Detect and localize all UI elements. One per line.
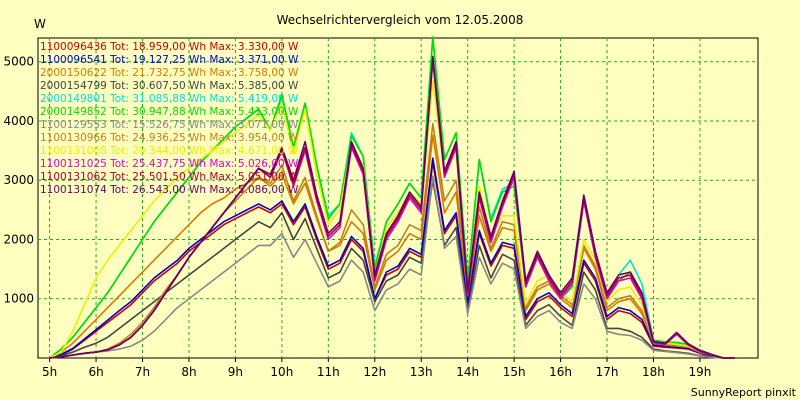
x-tick-label: 14h — [456, 365, 479, 379]
legend-entry-2000154799: 2000154799 Tot: 30.607,50 Wh Max: 5.385,… — [40, 80, 299, 92]
chart-title: Wechselrichtervergleich vom 12.05.2008 — [277, 13, 524, 27]
series-line-1100096436 — [49, 161, 735, 359]
x-tick-label: 8h — [181, 365, 196, 379]
x-tick-label: 18h — [642, 365, 665, 379]
y-tick-label: 1000 — [3, 292, 34, 306]
legend-entry-1100131062: 1100131062 Tot: 25.501,50 Wh Max: 5.051,… — [40, 171, 299, 183]
x-tick-label: 11h — [317, 365, 340, 379]
x-tick-label: 6h — [88, 365, 103, 379]
series-line-1100130966 — [49, 122, 735, 359]
x-tick-label: 16h — [549, 365, 572, 379]
legend-entry-1100131008: 1100131008 Tot: 29.344,00 Wh Max: 4.671,… — [40, 145, 299, 157]
legend-entry-1100096436: 1100096436 Tot: 18.959,00 Wh Max: 3.330,… — [40, 41, 299, 53]
x-tick-label: 19h — [688, 365, 711, 379]
series-line-1100129553 — [49, 175, 735, 359]
series-line-2000149852 — [49, 36, 735, 359]
x-tick-label: 5h — [42, 365, 57, 379]
x-tick-label: 17h — [596, 365, 619, 379]
legend-entry-1100129553: 1100129553 Tot: 15.526,75 Wh Max: 3.071,… — [40, 119, 299, 131]
x-tick-label: 7h — [135, 365, 150, 379]
x-tick-label: 15h — [503, 365, 526, 379]
x-tick-label: 13h — [410, 365, 433, 379]
x-tick-label: 10h — [270, 365, 293, 379]
series-line-1100096541 — [49, 157, 735, 359]
legend-entry-1100131025: 1100131025 Tot: 25.437,75 Wh Max: 5.026,… — [40, 158, 299, 170]
legend-entry-1100131074: 1100131074 Tot: 26.543,00 Wh Max: 5.086,… — [40, 184, 299, 196]
legend-entry-1100096541: 1100096541 Tot: 19.127,25 Wh Max: 3.371,… — [40, 54, 299, 66]
legend-entry-2000150622: 2000150622 Tot: 21.732,75 Wh Max: 3.758,… — [40, 67, 299, 79]
series-line-1100131074 — [49, 55, 735, 359]
y-tick-label: 4000 — [3, 114, 34, 128]
legend-entry-2000149852: 2000149852 Tot: 30.947,88 Wh Max: 5.413,… — [40, 106, 299, 118]
y-tick-label: 3000 — [3, 173, 34, 187]
legend-entry-2000149801: 2000149801 Tot: 31.085,88 Wh Max: 5.419,… — [40, 93, 299, 105]
series-line-2000150622 — [49, 134, 735, 359]
y-axis-label: W — [34, 17, 46, 31]
y-tick-label: 5000 — [3, 55, 34, 69]
y-tick-label: 2000 — [3, 232, 34, 246]
x-tick-label: 12h — [363, 365, 386, 379]
series-line-1100131008 — [49, 80, 735, 359]
x-tick-label: 9h — [228, 365, 243, 379]
plot-area: 5h 6h 7h 8h 9h 10h 11h 12h 13h 14h 15h 16h 17h 18h 19h… — [3, 36, 759, 379]
legend-entry-1100130966: 1100130966 Tot: 24.936,25 Wh Max: 3.954,… — [40, 132, 299, 144]
footer-credit: SunnyReport pinxit — [691, 386, 797, 399]
